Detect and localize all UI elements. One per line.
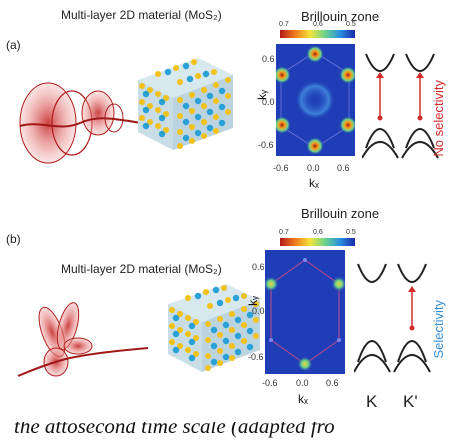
ky-label-b: kᵧ xyxy=(245,296,260,306)
heatmap-b xyxy=(265,250,345,374)
caption-clip: the attosecond time scale (adapted fro xyxy=(0,422,455,443)
ytick-a-1: 0.6 xyxy=(262,54,275,64)
laser-pulse-a xyxy=(19,82,149,164)
no-selectivity-label: No selectivity xyxy=(431,80,446,157)
colorbar-b-tick-2: 0.6 xyxy=(313,229,323,236)
colorbar-a xyxy=(280,30,355,38)
ytick-b-3: -0.6 xyxy=(248,352,264,362)
panel-a-bz-title: Brillouin zone xyxy=(301,9,380,24)
ytick-a-3: -0.6 xyxy=(258,140,274,150)
xtick-a-3: 0.6 xyxy=(337,163,350,173)
xtick-b-2: 0.0 xyxy=(296,378,309,388)
panel-b-title: Multi-layer 2D material (MoS₂) xyxy=(61,262,222,276)
colorbar-a-tick-1: 0.7 xyxy=(279,21,289,28)
figure-caption: the attosecond time scale (adapted fro xyxy=(14,422,335,438)
kx-label-b: kₓ xyxy=(298,392,308,406)
xtick-b-1: -0.6 xyxy=(262,378,278,388)
colorbar-b-tick-3: 0.5 xyxy=(346,229,356,236)
panel-a-title: Multi-layer 2D material (MoS₂) xyxy=(61,8,222,22)
selectivity-label: Selectivity xyxy=(431,300,446,359)
ytick-b-2: 0.0 xyxy=(252,306,265,316)
xtick-a-1: -0.6 xyxy=(273,163,289,173)
band-diagram-b xyxy=(354,263,431,373)
colorbar-b-tick-1: 0.7 xyxy=(279,229,289,236)
xtick-a-2: 0.0 xyxy=(307,163,320,173)
ytick-b-1: 0.6 xyxy=(252,262,265,272)
panel-a-label: (a) xyxy=(6,38,21,52)
xtick-b-3: 0.6 xyxy=(326,378,339,388)
mos2-crystal-b xyxy=(168,284,260,372)
kx-label-a: kₓ xyxy=(309,176,319,190)
colorbar-a-tick-3: 0.5 xyxy=(346,21,356,28)
colorbar-a-tick-2: 0.6 xyxy=(313,21,323,28)
laser-pulse-b xyxy=(17,302,149,377)
colorbar-b xyxy=(280,238,355,246)
heatmap-a xyxy=(276,44,355,156)
panel-b-bz-title: Brillouin zone xyxy=(301,206,380,221)
k-point-label: K xyxy=(366,392,378,411)
band-diagram-a xyxy=(362,53,439,159)
mos2-crystal-a xyxy=(138,58,233,150)
ytick-a-2: 0.0 xyxy=(262,97,275,107)
kprime-point-label: K' xyxy=(403,392,418,411)
panel-b-label: (b) xyxy=(6,232,21,246)
